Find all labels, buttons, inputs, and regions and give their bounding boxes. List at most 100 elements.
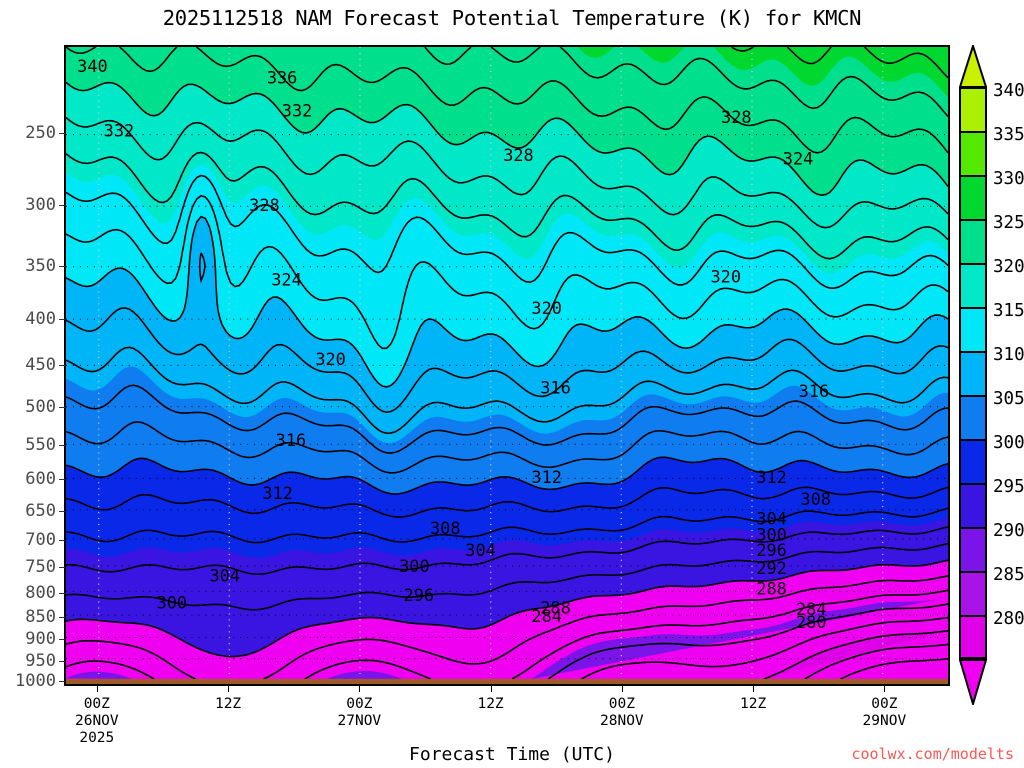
contour-label: 300: [399, 556, 430, 576]
y-axis-tick-mark: [59, 540, 65, 541]
x-axis-tick-mark: [228, 686, 229, 692]
chart-page: 2025112518 NAM Forecast Potential Temper…: [0, 0, 1024, 768]
contour-label: 304: [209, 566, 240, 586]
colorbar-tick-label: 340: [993, 81, 1024, 101]
colorbar-tick-label: 300: [993, 433, 1024, 453]
y-axis-tick-mark: [59, 639, 65, 640]
y-axis-tick-label: 350: [0, 256, 56, 276]
y-axis-tick-label: 850: [0, 607, 56, 627]
colorbar-tick-label: 325: [993, 213, 1024, 233]
colorbar-band: [959, 131, 987, 175]
colorbar-tick-label: 335: [993, 125, 1024, 145]
colorbar-band: [959, 527, 987, 571]
colorbar-band: [959, 219, 987, 263]
contour-label: 292: [756, 558, 787, 578]
contour-label: 312: [531, 467, 562, 487]
y-axis-tick-label: 650: [0, 501, 56, 521]
y-axis-tick-mark: [59, 511, 65, 512]
contour-label: 332: [282, 101, 313, 121]
x-tick-time: 12Z: [740, 696, 766, 713]
contour-label: 320: [710, 266, 741, 286]
x-tick-time: 00Z: [600, 696, 644, 713]
colorbar-band: [959, 351, 987, 395]
y-axis-tick-label: 250: [0, 123, 56, 143]
x-axis-tick-mark: [359, 686, 360, 692]
y-axis-tick-mark: [59, 661, 65, 662]
plot-box: 3403363323323283283283243243203203203163…: [64, 45, 950, 686]
y-axis-tick-mark: [59, 445, 65, 446]
y-axis-tick-mark: [59, 681, 65, 682]
colorbar-tick-label: 280: [993, 609, 1024, 629]
x-axis-tick-label: 00Z29NOV: [863, 696, 907, 730]
contour-label: 340: [77, 56, 108, 76]
x-axis-tick-label: 12Z: [477, 696, 503, 713]
x-axis-tick-mark: [622, 686, 623, 692]
y-axis-tick-label: 400: [0, 309, 56, 329]
contour-label: 284: [531, 606, 562, 626]
colorbar-tick-label: 310: [993, 345, 1024, 365]
x-axis-tick-label: 12Z: [740, 696, 766, 713]
contour-label: 328: [249, 195, 280, 215]
plot-area: 3403363323323283283283243243203203203163…: [64, 45, 950, 686]
colorbar-tick-label: 290: [993, 521, 1024, 541]
x-axis-tick-label: 00Z27NOV: [338, 696, 382, 730]
y-axis-tick-mark: [59, 365, 65, 366]
y-axis-tick-mark: [59, 567, 65, 568]
contour-label: 320: [531, 298, 562, 318]
watermark: coolwx.com/modelts: [851, 745, 1014, 763]
x-tick-time: 00Z: [75, 696, 119, 713]
contour-label: 316: [799, 381, 830, 401]
x-tick-time: 12Z: [477, 696, 503, 713]
colorbar-band: [959, 571, 987, 615]
x-axis-tick-label: 12Z: [215, 696, 241, 713]
y-axis-tick-mark: [59, 407, 65, 408]
y-axis-tick-mark: [59, 205, 65, 206]
y-axis-tick-mark: [59, 617, 65, 618]
colorbar-tick-label: 315: [993, 301, 1024, 321]
colorbar-band: [959, 439, 987, 483]
y-axis-tick-mark: [59, 593, 65, 594]
colorbar-tick-label: 320: [993, 257, 1024, 277]
contour-label: 300: [157, 592, 188, 612]
colorbar-tick-label: 285: [993, 565, 1024, 585]
contour-label: 324: [783, 148, 814, 168]
contour-label: 280: [796, 612, 827, 632]
colorbar-band: [959, 263, 987, 307]
x-axis-tick-mark: [884, 686, 885, 692]
x-axis-tick-mark: [753, 686, 754, 692]
colorbar-band: [959, 307, 987, 351]
contour-label: 328: [503, 145, 534, 165]
colorbar-band: [959, 395, 987, 439]
y-axis-tick-label: 750: [0, 557, 56, 577]
contour-label: 304: [465, 540, 496, 560]
x-tick-date: 29NOV: [863, 713, 907, 730]
contour-label: 324: [271, 269, 302, 289]
contour-label: 308: [430, 518, 461, 538]
contour-label: 336: [267, 68, 298, 88]
x-axis-tick-mark: [97, 686, 98, 692]
x-axis-tick-mark: [491, 686, 492, 692]
x-tick-date: 26NOV: [75, 713, 119, 730]
contour-label: 288: [756, 578, 787, 598]
x-tick-date: 27NOV: [338, 713, 382, 730]
contour-field: 3403363323323283283283243243203203203163…: [66, 47, 948, 684]
x-axis-tick-label: 00Z28NOV: [600, 696, 644, 730]
y-axis-tick-mark: [59, 266, 65, 267]
contour-label: 320: [315, 349, 346, 369]
contour-label: 316: [540, 378, 571, 398]
y-axis-tick-label: 550: [0, 435, 56, 455]
y-axis-tick-label: 800: [0, 583, 56, 603]
colorbar-bands: [959, 87, 987, 659]
colorbar-band: [959, 87, 987, 131]
contour-label: 332: [104, 120, 135, 140]
colorbar-tick-label: 305: [993, 389, 1024, 409]
colorbar: 340335330325320315310305300295290285280: [957, 45, 1024, 686]
colorbar-under-arrow: [959, 659, 987, 705]
y-axis-tick-mark: [59, 133, 65, 134]
y-axis-tick-label: 1000: [0, 671, 56, 691]
y-axis-tick-label: 950: [0, 651, 56, 671]
contour-label: 312: [262, 483, 293, 503]
contour-label: 312: [756, 467, 787, 487]
colorbar-band: [959, 175, 987, 219]
contour-label: 308: [800, 489, 831, 509]
